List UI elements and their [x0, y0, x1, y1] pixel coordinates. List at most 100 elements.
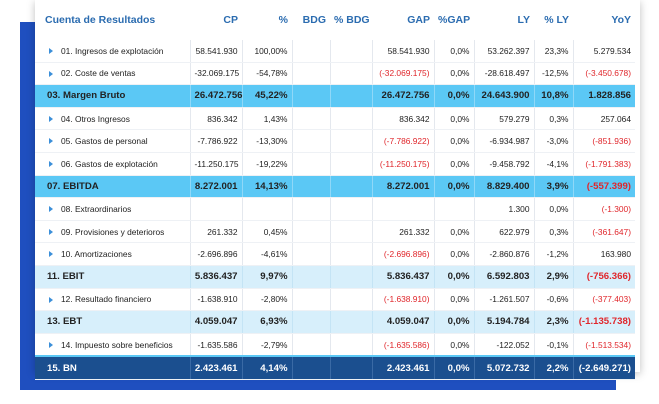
empty-cell [329, 355, 372, 380]
cell: (-1.791.383) [572, 152, 635, 176]
cell: 0,0% [433, 355, 474, 380]
table-body: 01. Ingresos de explotación 58.541.930 100… [35, 40, 635, 380]
cell: 5.194.784 [473, 310, 534, 334]
cell: 4.059.047 [189, 310, 242, 334]
column-header: GAP [407, 14, 430, 26]
empty-cell [291, 265, 330, 289]
cell: -1.635.586 [189, 333, 242, 357]
cell: (-32.069.175) [371, 62, 434, 86]
cell: (-11.250.175) [371, 152, 434, 176]
empty-cell [329, 107, 372, 131]
cell: -122.052 [473, 333, 534, 357]
column-header: LY [517, 14, 530, 26]
cell: 0,3% [533, 220, 573, 244]
cell: -1.261.507 [473, 288, 534, 312]
cell: 26.472.756 [189, 84, 243, 108]
cell: 53.262.397 [473, 40, 534, 63]
table-row: 09. Provisiones y deterioros 261.332 0,45%… [35, 220, 635, 244]
cell: -9.458.792 [473, 152, 534, 176]
empty-cell [329, 62, 372, 86]
cell: 3,9% [533, 175, 573, 199]
cell: 579.279 [473, 107, 534, 131]
cell: 4,14% [241, 355, 292, 380]
table-row: 15. BN 2.423.461 4,14% 2.423.461 0,0% 5.072.7… [35, 355, 635, 380]
empty-cell [329, 175, 372, 199]
cell: 0,45% [241, 220, 292, 244]
cell: 0,0% [533, 197, 573, 221]
cell: 1.300 [473, 197, 534, 221]
cell: (-1.638.910) [371, 288, 434, 312]
cell: 0,3% [533, 107, 573, 131]
cell: -6.934.987 [473, 129, 534, 153]
cell: 261.332 [189, 220, 242, 244]
cell: 26.472.756 [371, 84, 434, 108]
empty-cell [291, 288, 330, 312]
table-row: 03. Margen Bruto 26.472.756 45,22% 26.472.7… [35, 84, 635, 108]
cell: 4.059.047 [371, 310, 434, 334]
empty-cell [291, 220, 330, 244]
cell: -1.638.910 [189, 288, 242, 312]
empty-cell [291, 242, 330, 266]
cell: -13,30% [241, 129, 292, 153]
cell: 9,97% [241, 265, 292, 289]
cell: 5.836.437 [371, 265, 434, 289]
cell: 0,0% [433, 288, 474, 312]
cell: 0,0% [433, 62, 474, 86]
cell: 8.272.001 [371, 175, 434, 199]
cell: 100,00% [241, 40, 292, 63]
cell: 257.064 [572, 107, 635, 131]
cell: 836.342 [189, 107, 242, 131]
cell: -2,80% [241, 288, 292, 312]
cell: 5.072.732 [473, 355, 534, 380]
empty-cell [329, 152, 372, 176]
cell: 2,2% [533, 355, 573, 380]
empty-cell [329, 197, 372, 221]
table-row: 12. Resultado financiero -1.638.910 -2,80%… [35, 288, 635, 312]
cell: 0,0% [433, 265, 474, 289]
cell: 261.332 [371, 220, 434, 244]
empty-cell [433, 197, 474, 221]
empty-cell [291, 40, 330, 63]
cell: 14,13% [241, 175, 292, 199]
cell: 6,93% [241, 310, 292, 334]
empty-cell [329, 84, 372, 108]
cell: (-361.647) [572, 220, 635, 244]
table-row: 10. Amortizaciones -2.696.896 -4,61% (-2.69… [35, 242, 635, 266]
row-label: 08. Extraordinarios [35, 197, 190, 221]
empty-cell [291, 310, 330, 334]
empty-cell [329, 242, 372, 266]
empty-cell [329, 265, 372, 289]
empty-cell [291, 355, 330, 380]
empty-cell [291, 62, 330, 86]
column-header: % [278, 14, 288, 26]
cell: -0,6% [533, 288, 573, 312]
cell: (-1.635.586) [371, 333, 434, 357]
cell: -3,0% [533, 129, 573, 153]
cell: 836.342 [371, 107, 434, 131]
row-label: 15. BN [35, 355, 190, 380]
empty-cell [329, 288, 372, 312]
cell: 6.592.803 [473, 265, 534, 289]
header-row: Cuenta de Resultados CP% BDG % BDG GAP %GAP LY… [35, 0, 635, 40]
cell: (-1.135.738) [572, 310, 635, 334]
cell: (-377.403) [572, 288, 635, 312]
cell: 0,0% [433, 152, 474, 176]
cell: (-1.513.534) [572, 333, 635, 357]
empty-cell [291, 197, 330, 221]
cell: 163.980 [572, 242, 635, 266]
cell: -2.696.896 [189, 242, 242, 266]
cell: 2,9% [533, 265, 573, 289]
empty-cell [291, 333, 330, 357]
row-label: 06. Gastos de explotación [35, 152, 190, 176]
cell: -11.250.175 [189, 152, 242, 176]
row-label: 07. EBITDA [35, 175, 190, 199]
row-label: 03. Margen Bruto [35, 84, 190, 108]
cell: -4,61% [241, 242, 292, 266]
empty-cell [291, 129, 330, 153]
cell: -1,2% [533, 242, 573, 266]
row-label: 01. Ingresos de explotación [35, 40, 190, 63]
cell: 0,0% [433, 242, 474, 266]
card: Cuenta de Resultados CP% BDG % BDG GAP %GAP LY… [35, 0, 640, 380]
cell: (-3.450.678) [572, 62, 635, 86]
